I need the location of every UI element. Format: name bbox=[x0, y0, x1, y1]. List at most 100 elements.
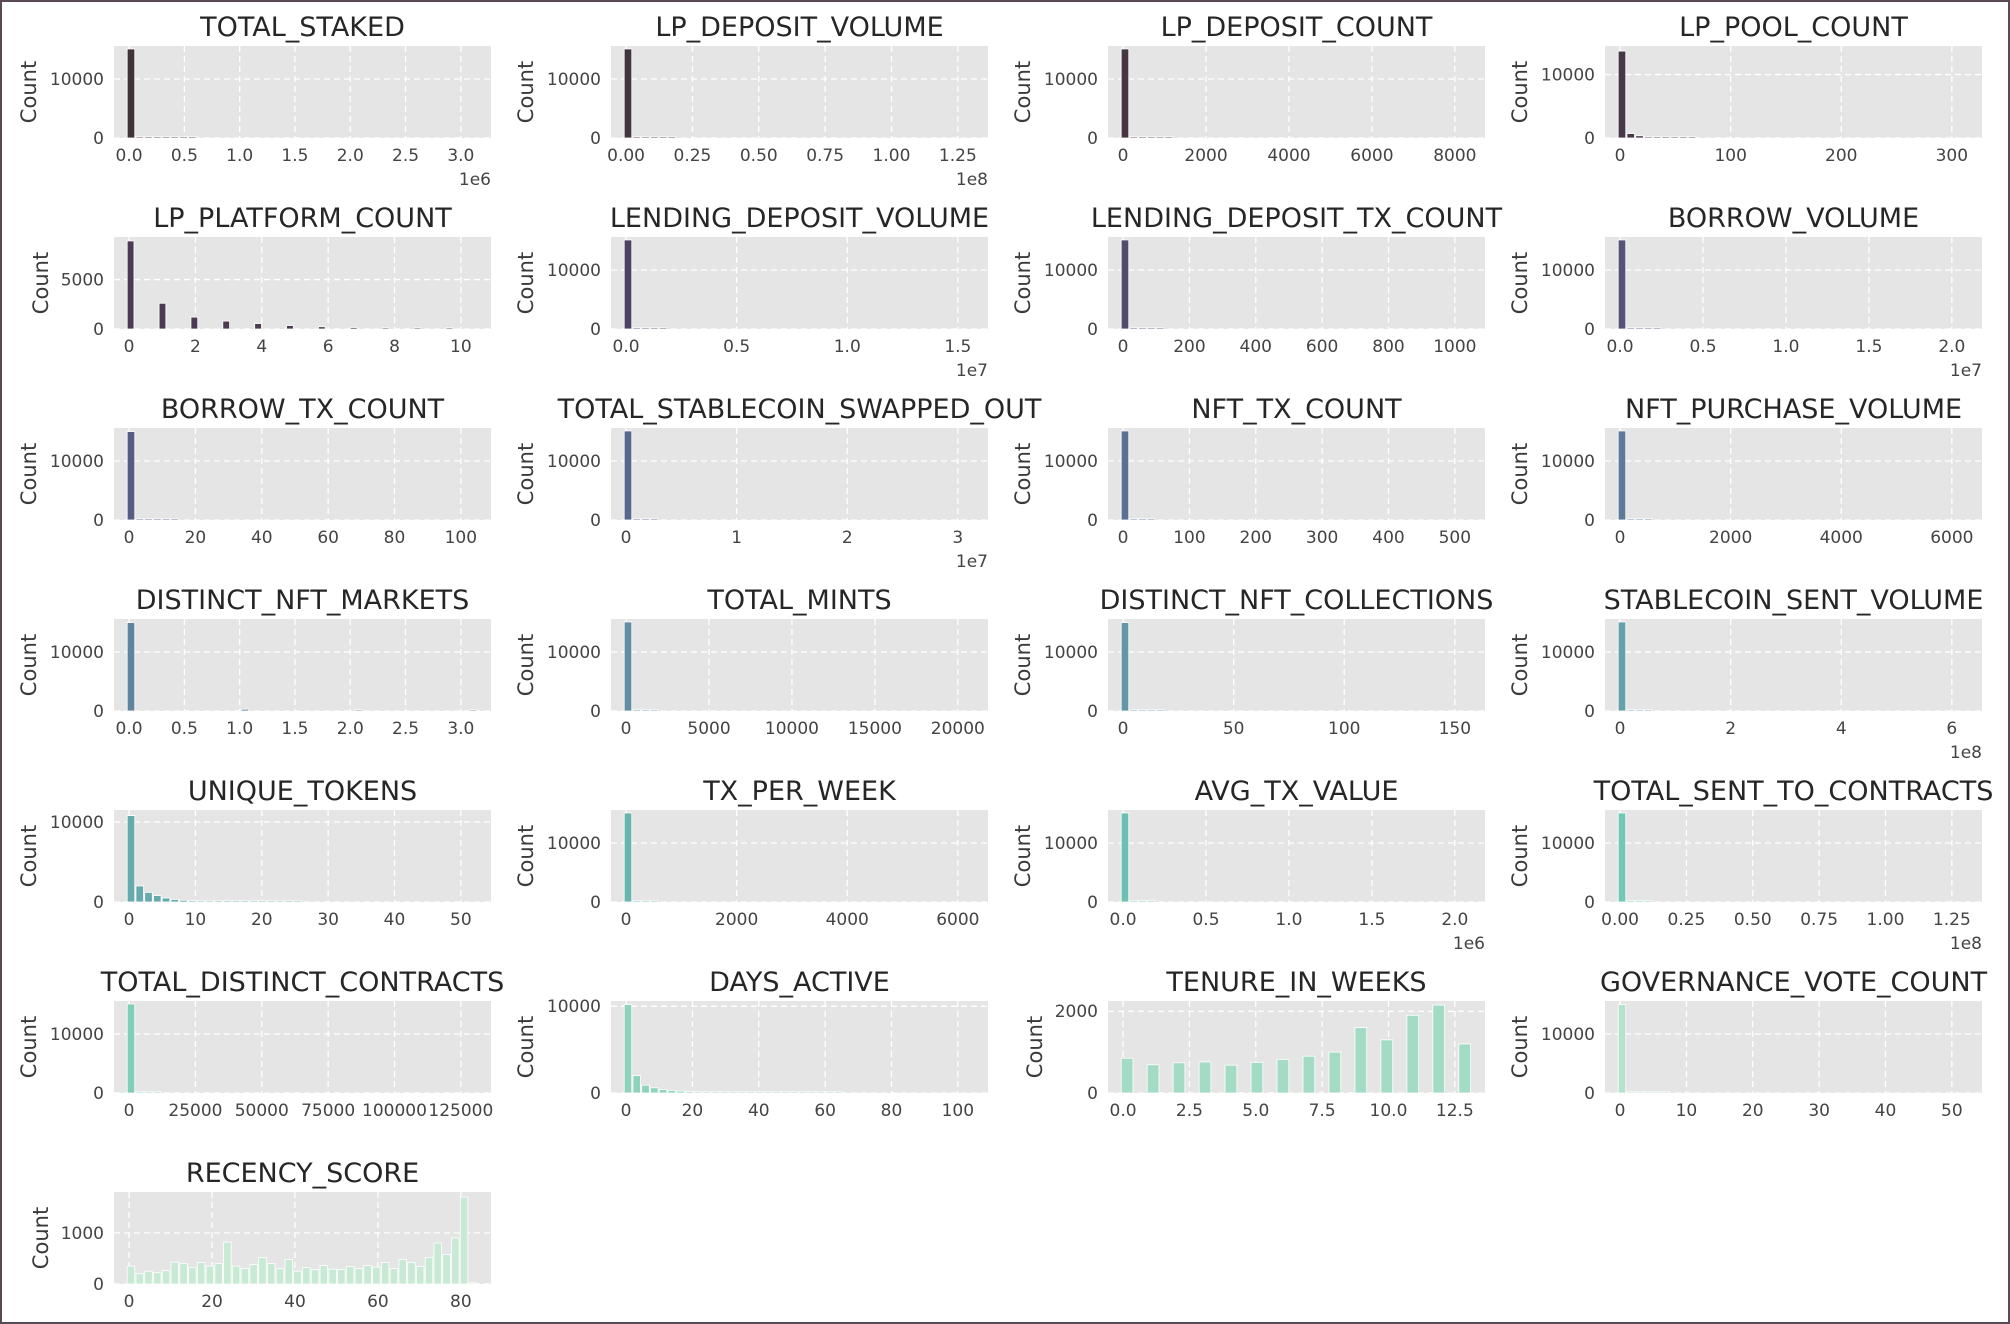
histogram-bar bbox=[433, 1242, 442, 1285]
histogram-bar bbox=[623, 812, 633, 903]
histogram-bar bbox=[1302, 1055, 1316, 1094]
x-tick-label: 50000 bbox=[235, 1101, 289, 1121]
subplot-lp-deposit-volume: LP_DEPOSIT_VOLUME 0.00 0.25 0.50 0.75 1.00 1.2… bbox=[514, 12, 988, 190]
histogram-bar bbox=[1635, 135, 1644, 139]
histogram-bar bbox=[632, 327, 641, 330]
histogram-bar bbox=[468, 709, 478, 712]
y-tick-label: 0 bbox=[1087, 1084, 1098, 1104]
histogram-bar bbox=[764, 1091, 773, 1094]
histogram-bar bbox=[205, 900, 215, 903]
x-tick-label: 1.00 bbox=[1867, 910, 1905, 930]
x-tick-label: 4 bbox=[1836, 719, 1847, 739]
histogram-bar bbox=[144, 136, 153, 139]
y-tick-label: 0 bbox=[1087, 702, 1098, 722]
subplot-lp-pool-count: LP_POOL_COUNT 0 100 200 300 0 10000 Count bbox=[1508, 12, 1982, 166]
histogram-bar bbox=[135, 136, 144, 139]
histogram-bar bbox=[179, 136, 188, 139]
subplot-title: TOTAL_STABLECOIN_SWAPPED_OUT bbox=[557, 394, 1042, 425]
y-axis-label: Count bbox=[1508, 634, 1532, 696]
subplot-title: NFT_PURCHASE_VOLUME bbox=[1625, 394, 1962, 425]
histogram-bar bbox=[284, 1259, 293, 1285]
x-tick-label: 5.0 bbox=[1242, 1101, 1269, 1121]
y-tick-label: 10000 bbox=[1541, 452, 1595, 472]
histogram-bar bbox=[293, 900, 302, 903]
histogram-bar bbox=[214, 1263, 223, 1285]
x-tick-label: 30 bbox=[317, 910, 339, 930]
histogram-bar bbox=[407, 1262, 416, 1285]
y-axis-label: Count bbox=[1023, 1016, 1047, 1078]
histogram-bar bbox=[623, 621, 633, 712]
histogram-bar bbox=[468, 1282, 478, 1285]
subplot-nft-purchase-volume: NFT_PURCHASE_VOLUME 0 2000 4000 6000 0 10000 Co… bbox=[1508, 394, 1982, 548]
subplot-lp-platform-count: LP_PLATFORM_COUNT 0 2 4 6 8 10 0 5000 Count bbox=[29, 203, 491, 357]
histogram-bar bbox=[755, 1091, 764, 1094]
histogram-bar bbox=[240, 708, 250, 712]
y-tick-label: 0 bbox=[93, 129, 104, 149]
x-tick-label: 0.00 bbox=[1601, 910, 1639, 930]
histogram-bar bbox=[641, 1084, 650, 1094]
subplot-title: RECENCY_SCORE bbox=[186, 1158, 419, 1189]
y-tick-label: 10000 bbox=[1541, 261, 1595, 281]
x-tick-label: 0 bbox=[124, 337, 135, 357]
histogram-bar bbox=[1635, 900, 1644, 903]
histogram-bar bbox=[720, 1091, 729, 1094]
x-tick-label: 7.5 bbox=[1309, 1101, 1336, 1121]
histogram-bar bbox=[1626, 518, 1635, 521]
x-tick-label: 3.0 bbox=[447, 146, 474, 166]
histogram-bar bbox=[1138, 900, 1147, 903]
histogram-bar bbox=[1458, 1043, 1472, 1094]
histogram-bar bbox=[1147, 900, 1156, 903]
y-tick-label: 10000 bbox=[1541, 643, 1595, 663]
y-tick-label: 10000 bbox=[1541, 834, 1595, 854]
y-tick-label: 10000 bbox=[547, 643, 601, 663]
histogram-bar bbox=[126, 622, 136, 712]
histogram-bar bbox=[249, 1264, 258, 1285]
y-tick-label: 10000 bbox=[1541, 1025, 1595, 1045]
histogram-bar bbox=[650, 518, 659, 521]
x-tick-label: 0.25 bbox=[1668, 910, 1706, 930]
x-tick-label: 0 bbox=[1615, 528, 1626, 548]
x-tick-label: 0 bbox=[1118, 719, 1129, 739]
subplot-title: BORROW_TX_COUNT bbox=[161, 394, 445, 425]
histogram-bar bbox=[1635, 327, 1644, 330]
histogram-bar bbox=[1635, 709, 1644, 712]
y-tick-label: 0 bbox=[93, 1275, 104, 1295]
x-tick-label: 10 bbox=[185, 910, 207, 930]
y-tick-label: 10000 bbox=[1541, 66, 1595, 86]
subplot-title: LENDING_DEPOSIT_TX_COUNT bbox=[1091, 203, 1503, 234]
y-axis-label: Count bbox=[1011, 825, 1035, 887]
y-axis-label: Count bbox=[514, 61, 538, 123]
histogram-bar bbox=[302, 1267, 311, 1285]
histogram-bar bbox=[144, 892, 153, 903]
histogram-bar bbox=[1652, 327, 1662, 330]
histogram-bar bbox=[451, 1237, 460, 1285]
histogram-bar bbox=[144, 518, 153, 521]
y-tick-label: 10000 bbox=[547, 261, 601, 281]
subplot-total-mints: TOTAL_MINTS 0 5000 10000 15000 20000 0 10000 Cou… bbox=[514, 585, 988, 739]
histogram-bar bbox=[126, 431, 136, 521]
histogram-bar bbox=[1138, 518, 1147, 521]
x-tick-label: 2.0 bbox=[1938, 337, 1965, 357]
subplot-title: LP_PLATFORM_COUNT bbox=[153, 203, 452, 234]
histogram-bar bbox=[188, 1267, 197, 1285]
histogram-bar bbox=[126, 48, 136, 139]
histogram-bar bbox=[1164, 136, 1173, 139]
histogram-bar bbox=[196, 900, 206, 903]
x-tick-label: 2.0 bbox=[1441, 910, 1468, 930]
histogram-bar bbox=[1626, 900, 1635, 903]
x-tick-label: 6000 bbox=[936, 910, 979, 930]
y-tick-label: 10000 bbox=[50, 643, 104, 663]
histogram-bar bbox=[1617, 430, 1627, 521]
histogram-bar bbox=[641, 136, 650, 139]
subplot-distinct-nft-collections: DISTINCT_NFT_COLLECTIONS 0 50 100 150 0 10000 C… bbox=[1011, 585, 1493, 739]
histogram-bar bbox=[190, 316, 199, 330]
x-tick-label: 3 bbox=[952, 528, 963, 548]
x-tick-label: 0 bbox=[124, 1101, 135, 1121]
histogram-bar bbox=[1129, 136, 1138, 139]
histogram-bar bbox=[1644, 709, 1653, 712]
histogram-bar bbox=[258, 1257, 267, 1285]
y-axis-label: Count bbox=[29, 1207, 53, 1269]
subplot-title: TENURE_IN_WEEKS bbox=[1165, 967, 1426, 998]
